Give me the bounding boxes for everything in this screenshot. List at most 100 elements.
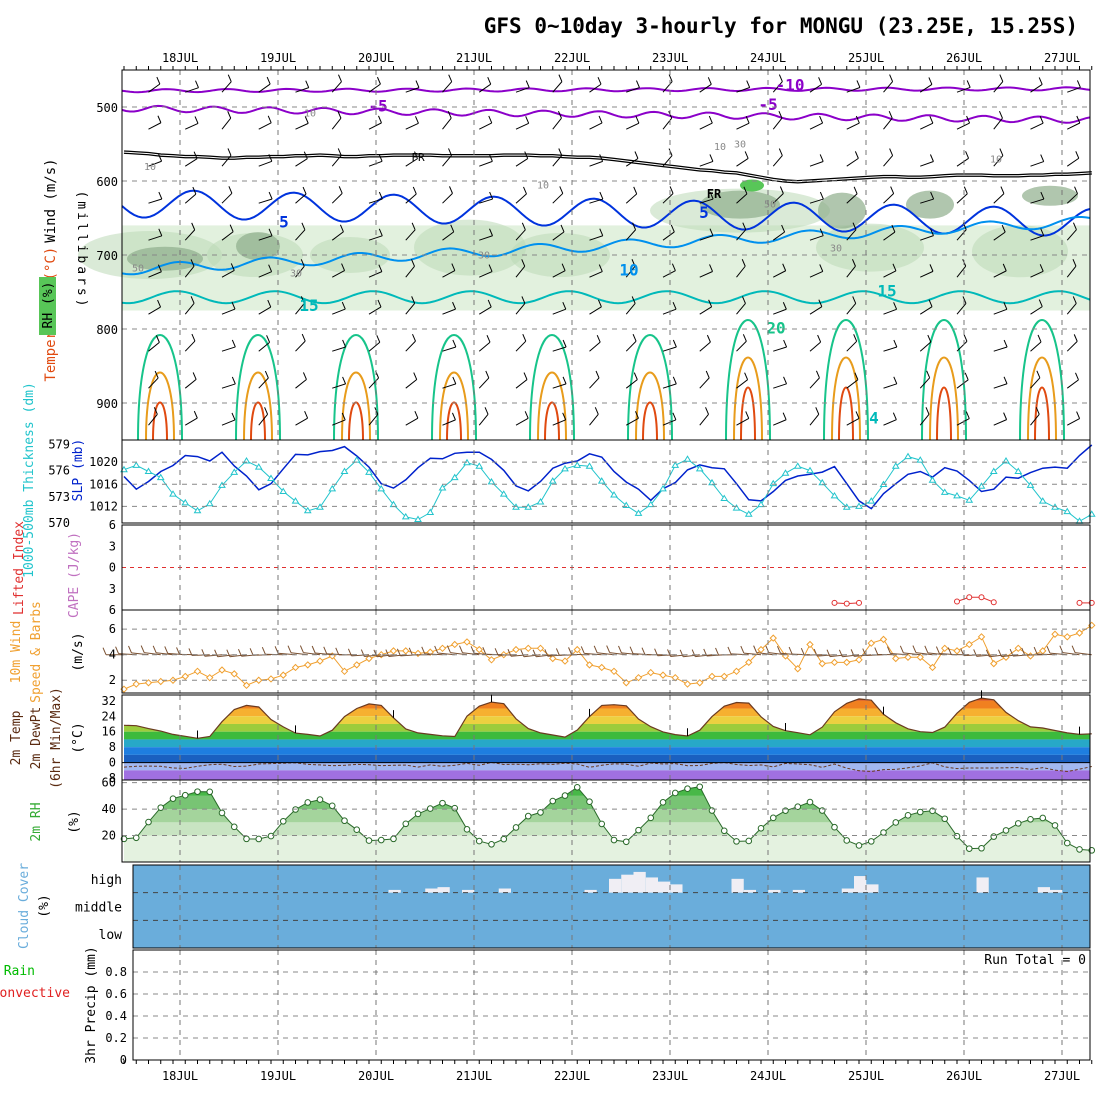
rh2m-point xyxy=(844,838,850,844)
wind10-speed-point xyxy=(844,659,850,665)
rh2m-point xyxy=(329,803,335,809)
rh2m-point xyxy=(697,784,703,790)
rh2m-point xyxy=(660,800,666,806)
rh2m-point xyxy=(391,836,397,842)
lifted-index-point xyxy=(955,599,960,604)
rh2m-point xyxy=(672,790,678,796)
wind10-barb-flag xyxy=(312,646,315,653)
pressure-unit-group: (millibars) xyxy=(74,190,89,309)
wind10-speed-point xyxy=(158,679,164,685)
rh2m-point xyxy=(550,798,556,804)
day-label-bottom: 23JUL xyxy=(652,1069,688,1083)
wind10-speed-point xyxy=(599,664,605,670)
thickness-y-tick: 576 xyxy=(48,464,70,478)
rh2m-point xyxy=(256,836,262,842)
day-label-bottom: 20JUL xyxy=(358,1069,394,1083)
wind10-speed-point xyxy=(660,672,666,678)
wind10-speed-point xyxy=(991,661,997,667)
rh2m-point xyxy=(280,818,286,824)
rh2m-point xyxy=(623,839,629,845)
rh-contour-label: 10 xyxy=(714,142,726,153)
cloud-high-bar xyxy=(842,889,854,893)
cloud-high-bar xyxy=(854,876,866,893)
temp-band xyxy=(122,716,1090,724)
wind10-speed-point xyxy=(685,681,691,687)
rh-contour-label: 30 xyxy=(290,268,302,279)
lifted-index-point xyxy=(967,595,972,600)
wind10-unit: (m/s) xyxy=(71,632,86,671)
wind10-speed-point xyxy=(721,673,727,679)
temp-y-tick: 32 xyxy=(102,694,116,708)
thickness-point xyxy=(795,463,801,468)
rh2m-point xyxy=(452,805,458,811)
temperature-contour-label: -10 xyxy=(776,76,805,95)
wind10-speed-point xyxy=(1064,634,1070,640)
rh2m-point xyxy=(770,815,776,821)
rh-band-dark xyxy=(236,232,280,260)
rh2m-point xyxy=(758,825,764,831)
rh2m-unit: (%) xyxy=(67,810,82,833)
wind10-speed-point xyxy=(391,648,397,654)
rh2m-point xyxy=(366,838,372,844)
rh2m-point xyxy=(881,830,887,836)
wind10-ylabel-group: 10m Wind xyxy=(9,621,24,684)
precip-y-tick: 0.2 xyxy=(105,1031,127,1045)
temperature-contour-label: 15 xyxy=(299,296,318,315)
precip-ylabel-group: 3hr Precip (mm) xyxy=(84,946,99,1063)
temperature-contour-label: -5 xyxy=(368,96,387,115)
wind10-unit-group: (m/s) xyxy=(71,632,86,671)
rh2m-point xyxy=(905,813,911,819)
cape-ylabel-group: CAPE (J/kg) xyxy=(67,532,82,618)
day-label-top: 18JUL xyxy=(162,51,198,65)
wind10-barb-flag xyxy=(936,647,939,654)
wind10-speed-point xyxy=(268,676,274,682)
temp-band xyxy=(122,763,1090,771)
rh2m-point xyxy=(476,838,482,844)
rh2m-point xyxy=(305,800,311,806)
cloud-level-label: middle xyxy=(75,901,122,916)
wind10-barb-flag xyxy=(300,646,303,653)
wind10-y-tick: 4 xyxy=(109,648,116,662)
wind10-barb-flag xyxy=(925,646,928,653)
panel-frame xyxy=(133,950,1090,1060)
rh2m-point xyxy=(599,821,605,827)
thickness-point xyxy=(427,510,433,515)
rh2m-point xyxy=(856,843,862,849)
rh2m-point xyxy=(942,816,948,822)
rh2m-point xyxy=(574,784,580,790)
wind10-speed-point xyxy=(1028,653,1034,659)
wind10-ylabel: 10m Wind xyxy=(9,621,24,684)
slp-y-tick: 1016 xyxy=(89,477,118,491)
lifted-y-tick: 6 xyxy=(109,518,116,532)
minmax-ylabel: (6hr Min/Max) xyxy=(49,687,64,789)
rh2m-unit-group: (%) xyxy=(67,810,82,833)
wind10-speed-point xyxy=(195,668,201,674)
wind10-y-tick: 2 xyxy=(109,673,116,687)
lifted-index-point xyxy=(857,600,862,605)
temp-band xyxy=(122,770,1090,780)
upper-y-tick: 700 xyxy=(96,249,118,263)
day-label-bottom: 25JUL xyxy=(848,1069,884,1083)
chart-title: GFS 0~10day 3-hourly for MONGU (23.25E, … xyxy=(484,14,1078,38)
wind10-speed-point xyxy=(525,645,531,651)
rh2m-point xyxy=(501,836,507,842)
wind10-speed-point xyxy=(133,681,139,687)
rh2m-point xyxy=(489,841,495,847)
rh2m-point xyxy=(440,800,446,806)
day-label-top: 24JUL xyxy=(750,51,786,65)
slp-ylabel-group: SLP (mb) xyxy=(71,439,86,502)
wind10-barb-flag xyxy=(262,647,265,654)
wind10-barb-flag xyxy=(288,646,291,653)
precip-ylabel2: Total / Rain xyxy=(0,964,35,979)
cloud-level-label: low xyxy=(99,928,123,943)
rh2m-point xyxy=(1003,828,1009,834)
rh2m-point xyxy=(427,806,433,812)
rh2m-point xyxy=(1040,815,1046,821)
wind10-speed-point xyxy=(440,645,446,651)
upper-y-tick: 600 xyxy=(96,175,118,189)
precip-y-tick: 0.8 xyxy=(105,965,127,979)
precip-y-tick: 0 xyxy=(120,1053,127,1067)
wind10-barb-flag xyxy=(716,648,719,655)
rh-contour-label: 10 xyxy=(144,162,156,173)
